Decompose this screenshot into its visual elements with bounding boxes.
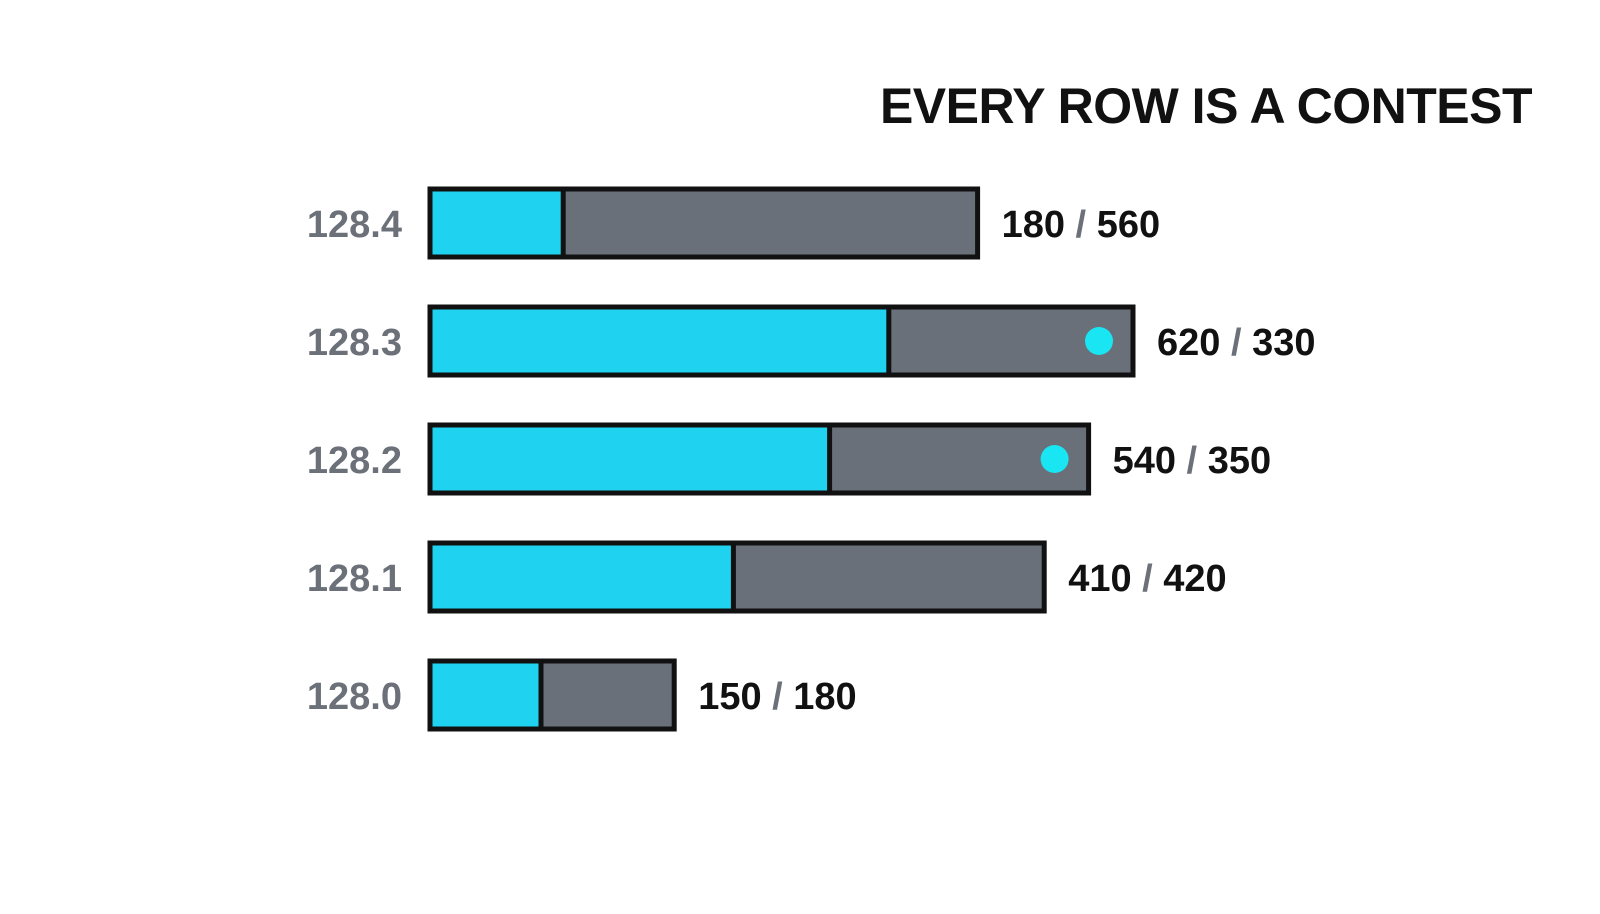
bar-segment-primary	[430, 543, 734, 611]
bar-outline	[427, 422, 1092, 496]
bar-outline	[427, 540, 1047, 614]
bar-outline	[427, 304, 1136, 378]
bar-outline	[427, 658, 677, 732]
value-label: 150 / 180	[698, 676, 857, 718]
bar-row: 128.2 540 / 350	[307, 422, 1272, 496]
chart-title: EVERY ROW IS A CONTEST	[880, 78, 1532, 134]
bar-segment-primary	[430, 307, 889, 375]
bar-segment-primary	[430, 189, 564, 257]
bar-segment-secondary	[733, 543, 1045, 611]
bar-rows: 128.4 180 / 560 128.3 620 / 330 128.2 540 / 3…	[307, 186, 1316, 732]
bar-outline	[427, 186, 981, 260]
row-label: 128.2	[307, 440, 402, 482]
bar-segment-primary	[430, 661, 541, 729]
value-label: 410 / 420	[1068, 558, 1227, 600]
bar-row: 128.3 620 / 330	[307, 304, 1316, 378]
value-label: 180 / 560	[1002, 204, 1161, 246]
row-label: 128.3	[307, 322, 402, 364]
row-label: 128.1	[307, 558, 402, 600]
bar-segment-secondary	[563, 189, 978, 257]
bar-marker	[1085, 327, 1113, 355]
bar-row: 128.0 150 / 180	[307, 658, 857, 732]
bar-row: 128.4 180 / 560	[307, 186, 1161, 260]
bar-row: 128.1 410 / 420	[307, 540, 1227, 614]
bar-segment-secondary	[541, 661, 675, 729]
bar-marker	[1040, 445, 1069, 473]
bar-segment-primary	[430, 425, 830, 493]
row-label: 128.4	[307, 204, 402, 246]
value-label: 620 / 330	[1157, 322, 1316, 364]
row-label: 128.0	[307, 676, 402, 718]
value-label: 540 / 350	[1113, 440, 1272, 482]
